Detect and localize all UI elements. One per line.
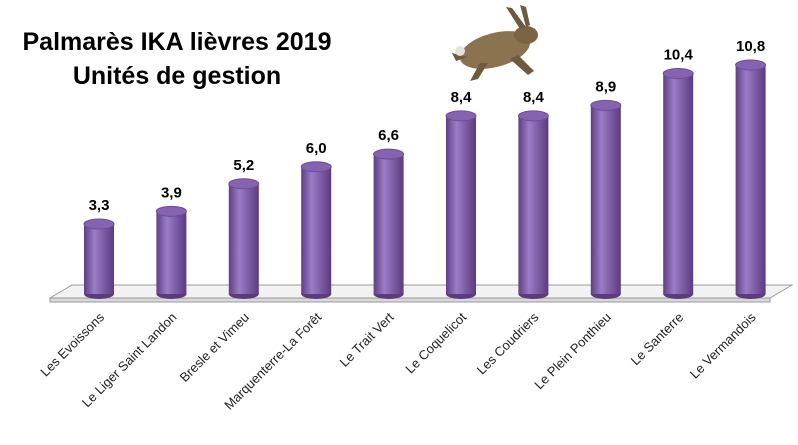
bar [229, 184, 259, 294]
x-tick-label: Le Santerre [628, 310, 687, 369]
value-label: 10,8 [736, 38, 765, 55]
bar [663, 74, 693, 294]
chart-title: Palmarès IKA lièvres 2019 [22, 28, 331, 56]
bar [301, 167, 331, 294]
bar-top [84, 219, 114, 229]
value-label: 3,9 [161, 184, 182, 201]
x-tick-label: Les Coudriers [474, 309, 542, 377]
bar-top [446, 111, 476, 121]
bar-top [156, 206, 186, 216]
value-label: 10,4 [664, 47, 694, 64]
bar-top [374, 149, 404, 159]
bar [374, 154, 404, 294]
x-tick-label: Les Evoissons [37, 309, 107, 379]
bar [591, 105, 621, 294]
bar-top [663, 69, 693, 79]
x-tick-label: Le Coquelicot [402, 309, 469, 376]
hare-illustration [452, 5, 538, 81]
x-tick-label: Le Vermandois [687, 309, 759, 381]
x-tick-label: Le Plein Ponthieu [531, 310, 614, 393]
chart-subtitle: Unités de gestion [73, 62, 281, 90]
bar [736, 65, 766, 294]
bar-top [301, 162, 331, 172]
value-label: 6,0 [306, 140, 327, 157]
x-tick-label: Bresle et Vimeu [177, 310, 252, 385]
value-label: 5,2 [233, 157, 254, 174]
bar [84, 224, 114, 294]
bar-top [591, 100, 621, 110]
bar [518, 116, 548, 294]
x-tick-label: Le Trait Vert [337, 309, 397, 369]
value-label: 8,4 [451, 89, 473, 106]
bar [446, 116, 476, 294]
chart: Palmarès IKA lièvres 2019 Unités de gest… [0, 0, 798, 445]
bar-top [229, 179, 259, 189]
value-label: 8,9 [595, 78, 616, 95]
bar-top [518, 111, 548, 121]
bar-top [736, 60, 766, 70]
bar [156, 211, 186, 294]
value-label: 6,6 [378, 127, 399, 144]
value-label: 3,3 [89, 197, 110, 214]
value-label: 8,4 [523, 89, 545, 106]
